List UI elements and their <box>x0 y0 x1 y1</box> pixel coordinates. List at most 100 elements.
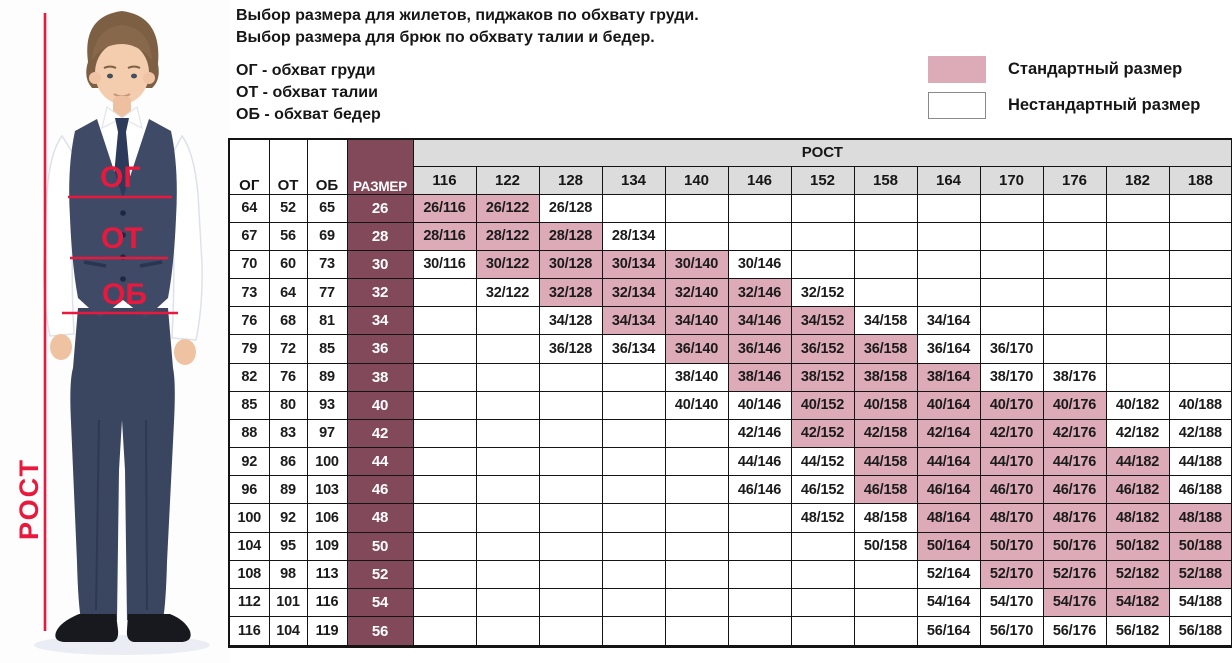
size-height-cell: 48/158 <box>853 503 918 533</box>
size-height-cell: 52/182 <box>1105 559 1170 589</box>
ob-cell: 113 <box>306 559 348 589</box>
size-height-cell: 56/182 <box>1105 616 1170 647</box>
og-cell: 112 <box>228 587 270 618</box>
empty-cell <box>1168 221 1232 251</box>
empty-cell <box>1042 249 1107 280</box>
size-height-cell: 54/176 <box>1042 587 1107 618</box>
empty-cell <box>664 193 729 223</box>
table-row: 73 64 77 32 32/122 32/128 32/134 32/140 32/146 32… <box>228 278 1232 308</box>
empty-cell <box>1042 278 1107 308</box>
size-height-cell: 30/146 <box>727 249 792 280</box>
size-height-cell: 40/170 <box>979 390 1044 420</box>
height-label: РОСТ <box>14 458 44 540</box>
size-height-cell: 34/134 <box>601 306 666 336</box>
size-height-cell: 40/140 <box>664 390 729 420</box>
ob-cell: 77 <box>306 278 348 308</box>
ot-cell: 83 <box>268 418 308 449</box>
size-height-cell: 32/140 <box>664 278 729 308</box>
size-cell: 52 <box>346 559 414 589</box>
size-cell: 48 <box>346 503 414 533</box>
height-header-140: 140 <box>664 165 729 195</box>
size-height-cell: 36/158 <box>853 334 918 364</box>
size-height-cell: 28/122 <box>475 221 540 251</box>
table-row: 88 83 97 42 42/146 42/152 42/158 42/164 42/170 42… <box>228 418 1232 449</box>
empty-cell <box>1105 334 1170 364</box>
size-cell: 44 <box>346 447 414 477</box>
ob-cell: 103 <box>306 475 348 505</box>
empty-cell <box>664 587 729 618</box>
abbr-hips: ОБ - обхват бедер <box>236 106 381 123</box>
ob-cell: 93 <box>306 390 348 420</box>
column-header-size: РАЗМЕР <box>346 138 414 195</box>
size-height-cell: 48/176 <box>1042 503 1107 533</box>
nonstandard-size-swatch <box>928 91 986 119</box>
ob-cell: 119 <box>306 616 348 647</box>
size-height-cell: 44/152 <box>790 447 855 477</box>
empty-cell <box>475 587 540 618</box>
size-height-cell: 34/140 <box>664 306 729 336</box>
size-height-cell: 36/134 <box>601 334 666 364</box>
table-row: 82 76 89 38 38/140 38/146 38/152 38/158 38/164 38… <box>228 362 1232 392</box>
height-header-128: 128 <box>538 165 603 195</box>
size-cell: 54 <box>346 587 414 618</box>
empty-cell <box>601 475 666 505</box>
size-height-cell: 48/152 <box>790 503 855 533</box>
table-row: 70 60 73 30 30/116 30/122 30/128 30/134 30/140 30… <box>228 249 1232 280</box>
og-cell: 85 <box>228 390 270 420</box>
og-cell: 73 <box>228 278 270 308</box>
size-height-cell: 26/128 <box>538 193 603 223</box>
empty-cell <box>790 221 855 251</box>
ob-cell: 106 <box>306 503 348 533</box>
legend: Стандартный размер Нестандартный размер <box>928 55 1200 127</box>
empty-cell <box>979 249 1044 280</box>
size-height-cell: 40/146 <box>727 390 792 420</box>
size-height-cell: 38/140 <box>664 362 729 392</box>
empty-cell <box>916 193 981 223</box>
empty-cell <box>475 418 540 449</box>
empty-cell <box>601 531 666 561</box>
table-row: 112 101 116 54 54/164 54/170 54/176 54/182 54/18… <box>228 587 1232 618</box>
empty-cell <box>853 587 918 618</box>
empty-cell <box>979 278 1044 308</box>
ot-cell: 64 <box>268 278 308 308</box>
empty-cell <box>853 193 918 223</box>
size-height-cell: 36/170 <box>979 334 1044 364</box>
ob-cell: 89 <box>306 362 348 392</box>
empty-cell <box>475 503 540 533</box>
title-line-1: Выбор размера для жилетов, пиджаков по о… <box>236 7 699 24</box>
size-height-cell: 46/164 <box>916 475 981 505</box>
og-cell: 100 <box>228 503 270 533</box>
size-height-cell: 54/182 <box>1105 587 1170 618</box>
empty-cell <box>601 447 666 477</box>
column-header-og: ОГ <box>228 138 270 195</box>
column-header-ot: ОТ <box>268 138 308 195</box>
size-height-cell: 48/164 <box>916 503 981 533</box>
size-height-cell: 40/152 <box>790 390 855 420</box>
empty-cell <box>412 362 477 392</box>
size-height-cell: 52/188 <box>1168 559 1232 589</box>
empty-cell <box>853 221 918 251</box>
size-height-cell: 50/188 <box>1168 531 1232 561</box>
size-height-cell: 42/182 <box>1105 418 1170 449</box>
empty-cell <box>979 193 1044 223</box>
ot-cell: 56 <box>268 221 308 251</box>
empty-cell <box>916 249 981 280</box>
size-cell: 40 <box>346 390 414 420</box>
empty-cell <box>1042 306 1107 336</box>
size-height-cell: 38/152 <box>790 362 855 392</box>
empty-cell <box>538 531 603 561</box>
size-height-cell: 36/152 <box>790 334 855 364</box>
empty-cell <box>412 390 477 420</box>
ot-cell: 76 <box>268 362 308 392</box>
size-height-cell: 46/146 <box>727 475 792 505</box>
empty-cell <box>475 616 540 647</box>
empty-cell <box>412 587 477 618</box>
ob-cell: 116 <box>306 587 348 618</box>
empty-cell <box>790 249 855 280</box>
empty-cell <box>853 249 918 280</box>
empty-cell <box>538 503 603 533</box>
rost-group-header: РОСТ <box>412 138 1232 167</box>
empty-cell <box>1105 193 1170 223</box>
size-height-cell: 38/170 <box>979 362 1044 392</box>
page-title: Выбор размера для жилетов, пиджаков по о… <box>236 5 926 49</box>
